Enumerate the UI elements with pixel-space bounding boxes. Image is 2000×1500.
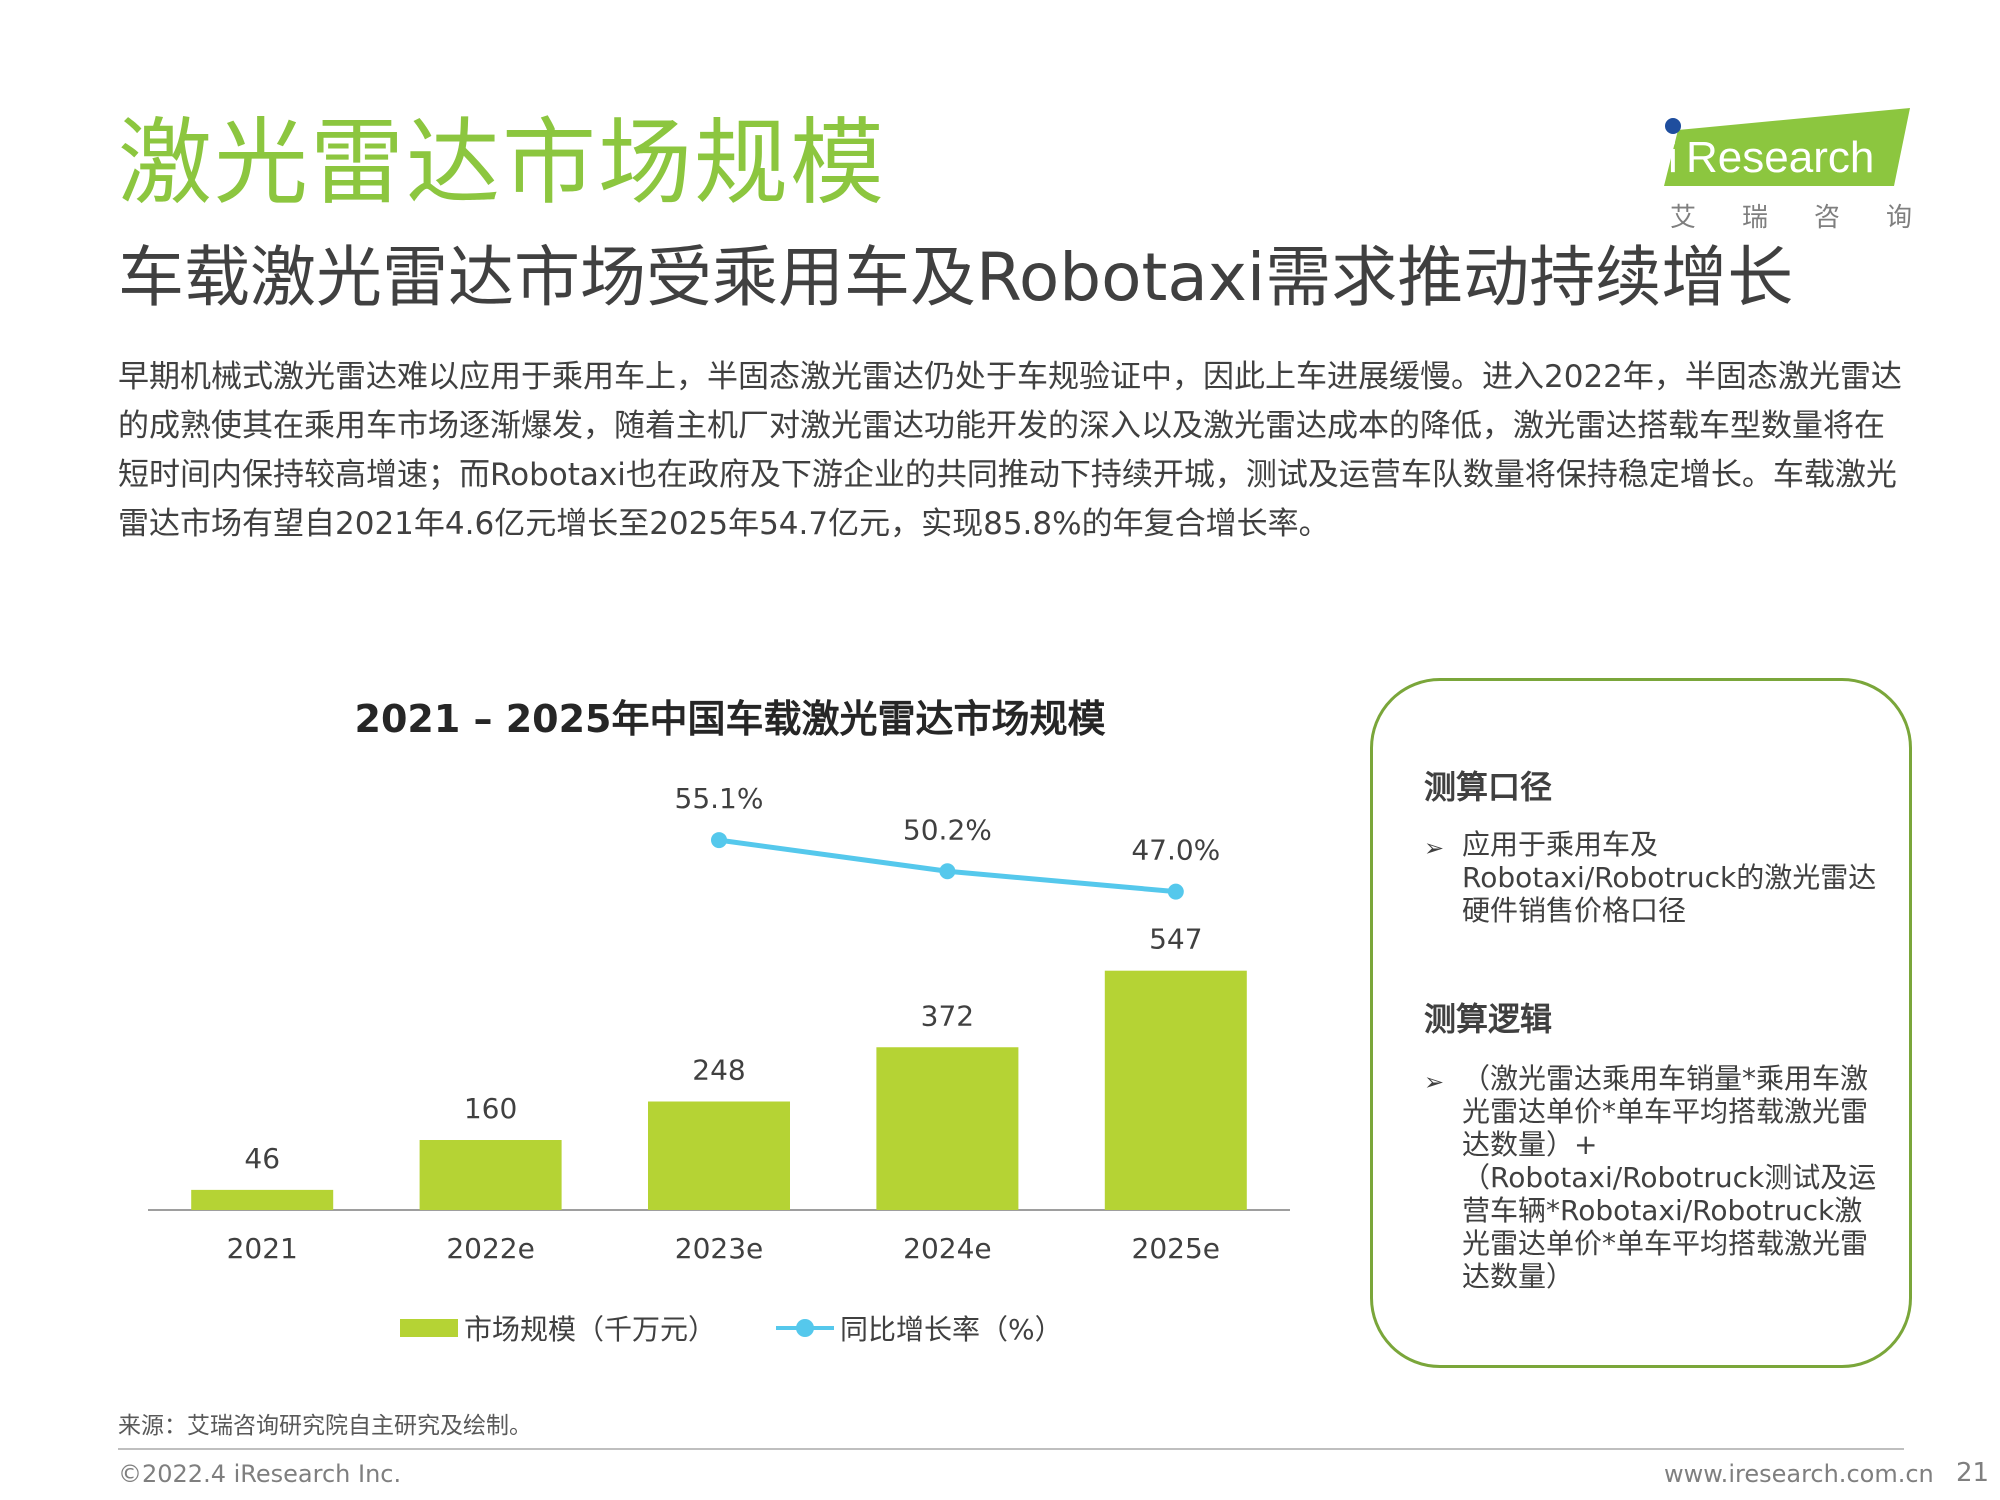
bar-2025e (1104, 970, 1247, 1210)
market-size-chart: 46 2021 160 2022e 248 2023e 372 2024e 547 2025e 55… (148, 782, 1290, 1265)
bar-2023e (648, 1101, 790, 1210)
growth-point-2025e (1167, 883, 1184, 900)
scope-line: 硬件销售价格口径 (1462, 894, 1687, 927)
page-title: 激光雷达市场规模 (118, 109, 887, 218)
bar-label-2021: 46 (244, 1142, 280, 1175)
logo-cn-1: 艾 (1670, 203, 1696, 233)
logo-brand-i: i (1668, 133, 1678, 182)
x-tick-2021: 2021 (227, 1232, 298, 1265)
x-tick-2022e: 2022e (446, 1232, 534, 1265)
logo-cn-2: 瑞 (1742, 203, 1768, 233)
bar-label-2024e: 372 (921, 999, 974, 1032)
legend-swatch-bar (400, 1319, 458, 1337)
growth-label-2024e: 50.2% (903, 813, 992, 846)
bar-label-2022e: 160 (464, 1092, 517, 1125)
legend-swatch-line (776, 1318, 835, 1338)
page-subtitle: 车载激光雷达市场受乘用车及Robotaxi需求推动持续增长 (118, 239, 1794, 316)
logo-cn-3: 咨 (1814, 203, 1840, 233)
legend-label-bar: 市场规模（千万元） (464, 1313, 717, 1346)
logic-line: 达数量） (1462, 1260, 1575, 1293)
bar-label-2025e: 547 (1149, 923, 1202, 956)
bar-label-2023e: 248 (692, 1054, 745, 1087)
chart-legend: 市场规模（千万元） 同比增长率（%） (400, 1308, 1123, 1348)
method-item-logic: （激光雷达乘用车销量*乘用车激 光雷达单价*单车平均搭载激光雷 达数量）+ （R… (1462, 1062, 1876, 1293)
logo-banner (1664, 108, 1910, 186)
logic-line: 光雷达单价*单车平均搭载激光雷 (1462, 1227, 1869, 1260)
logo-cn-4: 询 (1886, 203, 1912, 233)
bar-2024e (876, 1047, 1019, 1210)
legend-item-bar: 市场规模（千万元） (400, 1308, 716, 1348)
x-tick-2025e: 2025e (1132, 1232, 1220, 1265)
method-item-scope: 应用于乘用车及 Robotaxi/Robotruck的激光雷达 硬件销售价格口径 (1462, 828, 1876, 927)
arrow-bullet-icon: ➢ (1424, 1068, 1445, 1096)
bar-2021 (191, 1189, 334, 1210)
page-number: 21 (1956, 1458, 1990, 1488)
logo-brand-text: Research (1686, 133, 1874, 182)
growth-label-2023e: 55.1% (675, 782, 764, 815)
logic-line: （激光雷达乘用车销量*乘用车激 (1462, 1062, 1869, 1095)
method-heading-scope: 测算口径 (1424, 768, 1553, 806)
copyright-text: ©2022.4 iResearch Inc. (118, 1460, 402, 1488)
footer-divider (118, 1448, 1904, 1450)
method-heading-logic: 测算逻辑 (1424, 1000, 1553, 1038)
x-tick-2023e: 2023e (675, 1232, 763, 1265)
growth-point-2024e (939, 863, 956, 880)
method-box (1370, 678, 1912, 1368)
growth-label-2025e: 47.0% (1131, 834, 1220, 867)
legend-item-line: 同比增长率（%） (776, 1308, 1063, 1348)
arrow-bullet-icon: ➢ (1424, 834, 1445, 862)
growth-point-2023e (711, 832, 727, 849)
body-paragraph: 早期机械式激光雷达难以应用于乘用车上，半固态激光雷达仍处于车规验证中，因此上车进… (118, 359, 1902, 542)
scope-line: 应用于乘用车及 (1462, 828, 1659, 861)
chart-title: 2021 – 2025年中国车载激光雷达市场规模 (354, 697, 1106, 741)
logic-line: 光雷达单价*单车平均搭载激光雷 (1462, 1095, 1869, 1128)
iresearch-logo: i Research 艾 瑞 咨 询 (1664, 108, 1912, 233)
logic-line: 达数量）+ (1462, 1128, 1598, 1161)
scope-line: Robotaxi/Robotruck的激光雷达 (1462, 861, 1877, 894)
bar-2022e (419, 1140, 562, 1210)
logo-dot (1665, 118, 1681, 134)
source-note: 来源：艾瑞咨询研究院自主研究及绘制。 (118, 1413, 532, 1439)
logic-line: 营车辆*Robotaxi/Robotruck激 (1462, 1194, 1863, 1227)
website-link[interactable]: www.iresearch.com.cn (1664, 1460, 1934, 1488)
x-tick-2024e: 2024e (903, 1232, 991, 1265)
legend-label-line: 同比增长率（%） (840, 1313, 1063, 1346)
logic-line: （Robotaxi/Robotruck测试及运 (1462, 1161, 1877, 1194)
